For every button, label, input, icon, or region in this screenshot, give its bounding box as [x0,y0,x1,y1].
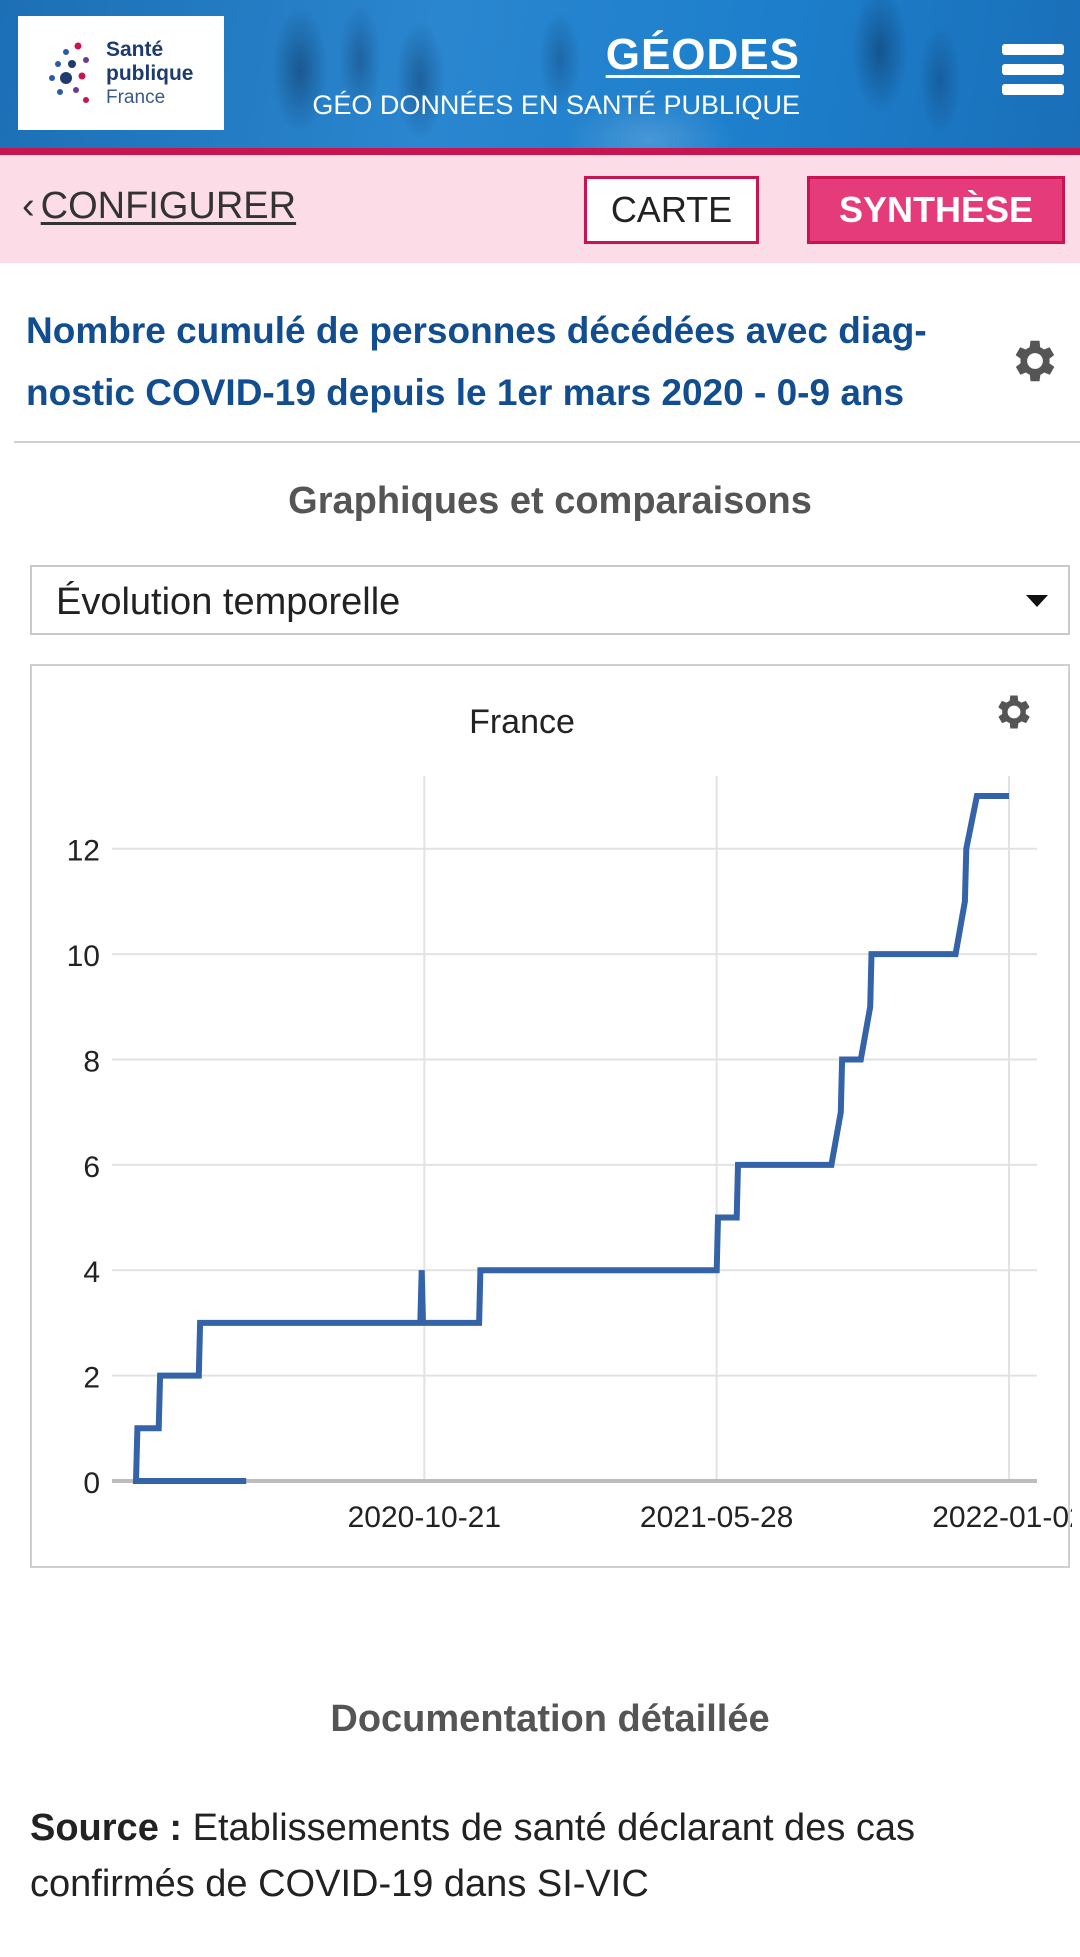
chart-settings-gear-icon[interactable] [992,690,1036,734]
hamburger-menu-icon[interactable] [1002,44,1064,100]
y-tick-label: 8 [83,1045,100,1078]
section-heading: Graphiques et comparaisons [288,480,812,522]
source-text: Source : Etablissements de santé déclara… [30,1800,1060,1912]
configure-link[interactable]: ‹ CONFIGURER [22,185,296,228]
app-header: Santé publique France GÉODES GÉO DONNÉES… [0,0,1080,152]
carte-button[interactable]: CARTE [584,176,759,244]
y-tick-label: 6 [83,1151,100,1184]
source-value: Etablissements de santé déclarant des ca… [30,1807,916,1905]
chart-type-select-value: Évolution temporelle [56,581,401,623]
logo-line-3: France [106,87,166,108]
synthese-button[interactable]: SYNTHÈSE [807,176,1065,244]
y-tick-label: 2 [83,1362,100,1395]
y-tick-label: 4 [83,1256,100,1289]
brand-title[interactable]: GÉODES [605,30,800,79]
chart-panel: France 0 2 4 6 8 10 12 2020-10-21 2021-05-28 2022-… [30,664,1072,1568]
y-tick-label: 12 [67,835,100,868]
logo-line-2: publique [106,62,194,85]
chevron-down-icon [1026,595,1048,607]
nav-bar: ‹ CONFIGURER CARTE SYNTHÈSE [0,155,1080,263]
x-tick-label: 2021-05-28 [640,1501,793,1534]
chevron-left-icon: ‹ [22,185,35,227]
chart-title: France [469,703,575,741]
series-line [132,793,1009,1484]
gear-icon[interactable] [1008,334,1062,388]
source-label: Source : [30,1807,183,1849]
menu-bar [1002,64,1064,75]
configure-label: CONFIGURER [40,185,297,227]
chart-type-select[interactable]: Évolution temporelle [30,565,1070,635]
logo-dots-icon [49,42,89,103]
y-tick-label: 0 [83,1467,100,1500]
title-divider [14,441,1080,443]
x-tick-label: 2020-10-21 [348,1501,501,1534]
logo-line-1: Santé [106,38,164,61]
sante-publique-france-logo[interactable]: Santé publique France [18,16,224,130]
indicator-title: Nombre cumulé de personnes décédées avec… [26,300,1006,424]
line-chart: France 0 2 4 6 8 10 12 2020-10-21 2021-05-28 2022-… [67,703,1072,1534]
y-tick-label: 10 [67,940,100,973]
indicator-title-line-2: nostic COVID-19 depuis le 1er mars 2020 … [26,372,905,413]
menu-bar [1002,84,1064,95]
x-tick-label: 2022-01-02 [932,1501,1072,1534]
brand-subtitle: GÉO DONNÉES EN SANTÉ PUBLIQUE [312,90,800,120]
indicator-title-line-1: Nombre cumulé de personnes décédées avec… [26,310,927,351]
documentation-heading: Documentation détaillée [330,1698,770,1740]
menu-bar [1002,44,1064,55]
header-accent-line [0,148,1080,155]
logo-text: Santé publique France [106,38,194,110]
